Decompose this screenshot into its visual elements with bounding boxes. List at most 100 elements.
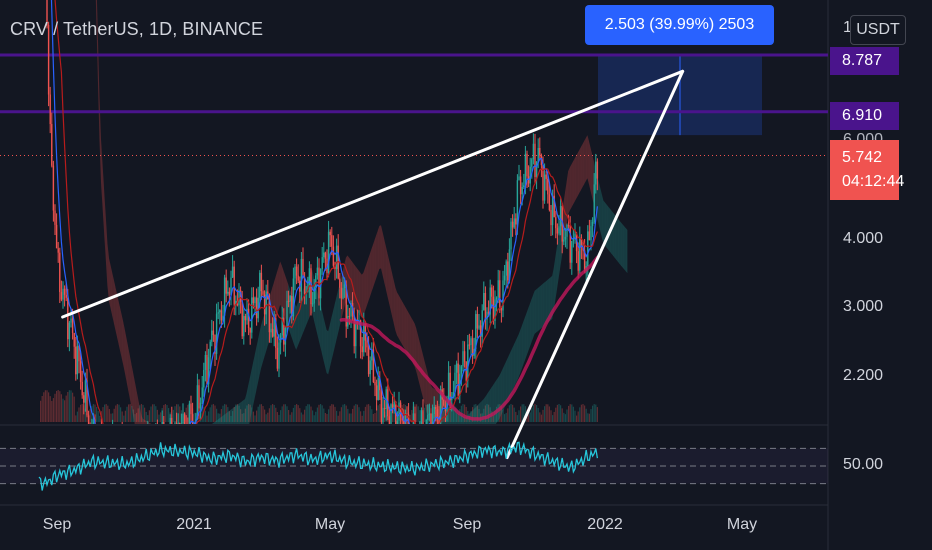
cloud-segment bbox=[534, 289, 537, 334]
cloud-segment bbox=[395, 287, 397, 336]
volume-bar bbox=[121, 411, 123, 422]
cloud-segment bbox=[232, 407, 234, 424]
volume-bar bbox=[452, 405, 454, 422]
candle-body bbox=[431, 414, 434, 424]
cloud-segment bbox=[244, 393, 247, 424]
candle-body bbox=[174, 423, 176, 424]
candle-body bbox=[342, 288, 344, 299]
cloud-segment bbox=[369, 249, 372, 298]
volume-bar bbox=[555, 407, 557, 422]
moving-average bbox=[339, 255, 600, 421]
volume-bar bbox=[275, 407, 277, 422]
volume-bar bbox=[179, 406, 181, 422]
volume-bar bbox=[455, 413, 458, 422]
volume-bar bbox=[441, 406, 443, 422]
candle-body bbox=[355, 319, 357, 347]
candle-body bbox=[84, 380, 87, 403]
candle-body bbox=[331, 235, 333, 247]
volume-bar bbox=[300, 412, 302, 422]
cloud-segment bbox=[406, 309, 409, 356]
volume-bar bbox=[529, 412, 531, 422]
volume-bar bbox=[246, 405, 248, 422]
volume-bar bbox=[534, 404, 536, 422]
volume-bar bbox=[476, 405, 478, 422]
volume-bar bbox=[409, 414, 411, 422]
candle-body bbox=[483, 292, 485, 311]
volume-bar bbox=[345, 405, 347, 422]
candle-body bbox=[398, 402, 400, 421]
cloud-segment bbox=[388, 259, 391, 310]
candle-body bbox=[380, 390, 383, 423]
candle-body bbox=[478, 325, 480, 329]
cloud-segment bbox=[504, 362, 506, 409]
volume-bar bbox=[57, 390, 59, 422]
currency-badge[interactable]: USDT bbox=[850, 15, 906, 45]
cloud-segment bbox=[400, 297, 402, 344]
volume-bar bbox=[569, 404, 571, 422]
scale-top-partial-label: 1 bbox=[843, 19, 852, 36]
volume-bar bbox=[211, 404, 213, 422]
candle-body bbox=[508, 249, 511, 281]
candle-body bbox=[327, 231, 330, 274]
cloud-segment bbox=[590, 147, 593, 198]
trendlines[interactable] bbox=[61, 69, 685, 460]
candle-body bbox=[219, 310, 221, 313]
volume-bar bbox=[503, 414, 506, 422]
candle-body bbox=[249, 328, 251, 333]
cloud-segment bbox=[254, 347, 257, 399]
candle-body bbox=[259, 272, 261, 298]
cloud-segment bbox=[464, 417, 466, 424]
volume-bar bbox=[135, 412, 138, 422]
cloud-segment bbox=[347, 255, 349, 301]
candle-body bbox=[553, 195, 555, 218]
cloud-segment bbox=[526, 308, 529, 356]
candle-body bbox=[361, 346, 363, 353]
cloud-segment bbox=[544, 281, 546, 326]
cloud-segment bbox=[262, 314, 265, 363]
candle-body bbox=[595, 161, 597, 185]
candle-body bbox=[532, 143, 535, 160]
candle-body bbox=[487, 311, 490, 315]
measure-label[interactable]: 2.503 (39.99%) 2503 bbox=[585, 5, 774, 45]
time-tick-label: 2022 bbox=[587, 516, 623, 533]
volume-bar bbox=[457, 413, 459, 422]
cloud-segment bbox=[556, 235, 559, 290]
cloud-segment bbox=[280, 261, 282, 309]
price-tick-label: 3.000 bbox=[843, 298, 884, 315]
candle-body bbox=[542, 165, 544, 201]
volume-bar bbox=[99, 415, 101, 422]
cloud-segment bbox=[102, 164, 105, 234]
volume-bar bbox=[566, 409, 568, 422]
candle-body bbox=[291, 296, 293, 317]
time-tick-label: May bbox=[314, 516, 346, 533]
volume-bar bbox=[507, 408, 509, 422]
volume-bar bbox=[206, 415, 208, 422]
candle-body bbox=[190, 403, 192, 415]
cloud-segment bbox=[356, 268, 359, 314]
candle-body bbox=[188, 403, 191, 424]
cloud-segment bbox=[110, 265, 113, 316]
candle-body bbox=[547, 178, 549, 195]
cloud-segment bbox=[318, 296, 321, 347]
candle-body bbox=[57, 248, 59, 253]
candle-body bbox=[203, 369, 205, 388]
candle-body bbox=[383, 408, 386, 410]
candle-body bbox=[492, 296, 495, 321]
candle-body bbox=[563, 239, 565, 242]
cloud-segment bbox=[521, 321, 524, 369]
candle-body bbox=[348, 316, 351, 318]
cloud-segment bbox=[252, 355, 255, 407]
volume-bar bbox=[359, 411, 362, 422]
volume-bar bbox=[511, 404, 514, 422]
volume-bar bbox=[289, 414, 291, 422]
candle-body bbox=[401, 416, 403, 421]
cloud-segment bbox=[134, 380, 137, 424]
volume-bar bbox=[215, 408, 218, 422]
candle-body bbox=[79, 361, 82, 382]
candle-body bbox=[543, 174, 546, 201]
cloud-segment bbox=[123, 322, 125, 374]
cloud-segment bbox=[100, 139, 103, 209]
cloud-segment bbox=[118, 301, 121, 352]
candle-body bbox=[390, 404, 392, 424]
